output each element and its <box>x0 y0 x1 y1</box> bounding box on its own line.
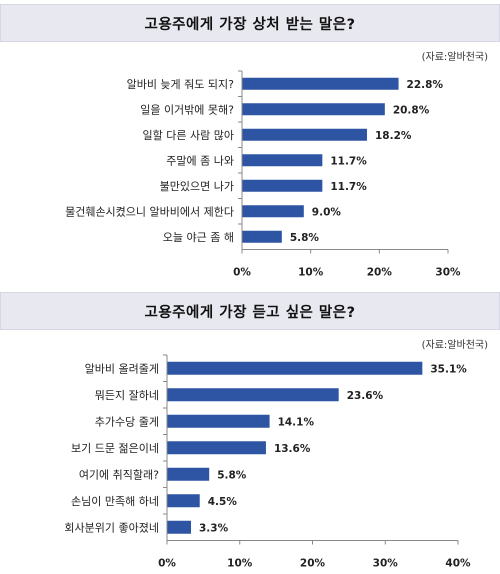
data-label: 11.7% <box>330 181 367 193</box>
bar <box>167 441 266 455</box>
x-tick-label: 0% <box>158 558 176 570</box>
chart-title: 고용주에게 가장 듣고 싶은 말은? <box>144 304 356 321</box>
x-tick-label: 10% <box>227 558 253 570</box>
bar <box>242 154 323 167</box>
category-label: 알바비 늦게 줘도 되지? <box>127 77 235 91</box>
bar <box>242 103 385 116</box>
x-tick-label: 10% <box>298 267 324 279</box>
category-label: 회사분위기 좋아졌네 <box>64 521 159 534</box>
data-label: 20.8% <box>393 104 430 116</box>
chart-title: 고용주에게 가장 상처 받는 말은? <box>144 16 356 33</box>
chart-source: (자료:알바천국) <box>421 340 488 351</box>
data-label: 9.0% <box>312 206 342 218</box>
bar <box>167 361 423 375</box>
category-label: 손님이 만족해 하네 <box>71 494 159 508</box>
chart-panel-1: 고용주에게 가장 상처 받는 말은? (자료:알바천국) 알바비 늦게 줘도 되… <box>0 0 500 286</box>
bar <box>167 520 192 534</box>
bar <box>167 494 200 508</box>
bar-chart-2: 알바비 올려줄게 35.1% 뭐든지 잘하네 23.6% 추가수당 줄게 14.1% 보기 … <box>64 354 471 570</box>
category-label: 불만있으면 나가 <box>160 180 234 193</box>
data-label: 3.3% <box>199 522 229 534</box>
x-tick-label: 0% <box>233 267 251 279</box>
data-label: 4.5% <box>208 496 238 508</box>
category-label: 일할 다른 사람 많아 <box>143 128 234 142</box>
data-label: 5.8% <box>217 469 247 481</box>
bar <box>242 205 304 218</box>
category-label: 물건훼손시켰으니 알바비에서 제한다 <box>65 204 234 218</box>
bar <box>167 388 339 402</box>
bar-chart-1: 알바비 늦게 줘도 되지? 22.8% 일을 이거밖에 못해? 20.8% 일할 다른 … <box>65 70 461 279</box>
bar <box>242 77 399 90</box>
data-label: 18.2% <box>375 130 412 142</box>
category-label: 추가수당 줄게 <box>95 415 159 428</box>
category-label: 오늘 야근 좀 해 <box>163 230 234 244</box>
chart-source: (자료:알바천국) <box>421 52 488 63</box>
x-tick-label: 40% <box>445 558 471 570</box>
data-label: 14.1% <box>278 416 315 428</box>
category-label: 알바비 올려줄게 <box>85 361 159 375</box>
x-tick-label: 20% <box>367 267 393 279</box>
x-tick-label: 30% <box>435 267 461 279</box>
bar <box>242 179 323 192</box>
data-label: 22.8% <box>407 79 444 91</box>
bar <box>167 414 270 428</box>
data-label: 5.8% <box>290 232 320 244</box>
data-label: 35.1% <box>430 363 467 375</box>
x-tick-label: 30% <box>373 558 399 570</box>
bar <box>242 230 282 243</box>
chart-panel-2: 고용주에게 가장 듣고 싶은 말은? (자료:알바천국) 알바비 올려줄게 35.… <box>0 288 500 574</box>
x-tick-label: 20% <box>300 558 326 570</box>
data-label: 11.7% <box>330 155 367 167</box>
category-label: 주말에 좀 나와 <box>166 154 234 167</box>
data-label: 23.6% <box>347 390 384 402</box>
bar <box>242 128 367 141</box>
chart-title-box: 고용주에게 가장 상처 받는 말은? <box>0 4 500 42</box>
category-label: 뭐든지 잘하네 <box>95 388 159 402</box>
category-label: 일을 이거밖에 못해? <box>140 102 234 116</box>
data-label: 13.6% <box>274 443 311 455</box>
category-label: 여기에 취직할래? <box>79 468 159 481</box>
category-label: 보기 드문 젊은이네 <box>71 442 159 455</box>
chart-title-box: 고용주에게 가장 듣고 싶은 말은? <box>0 292 500 330</box>
bar <box>167 467 210 481</box>
